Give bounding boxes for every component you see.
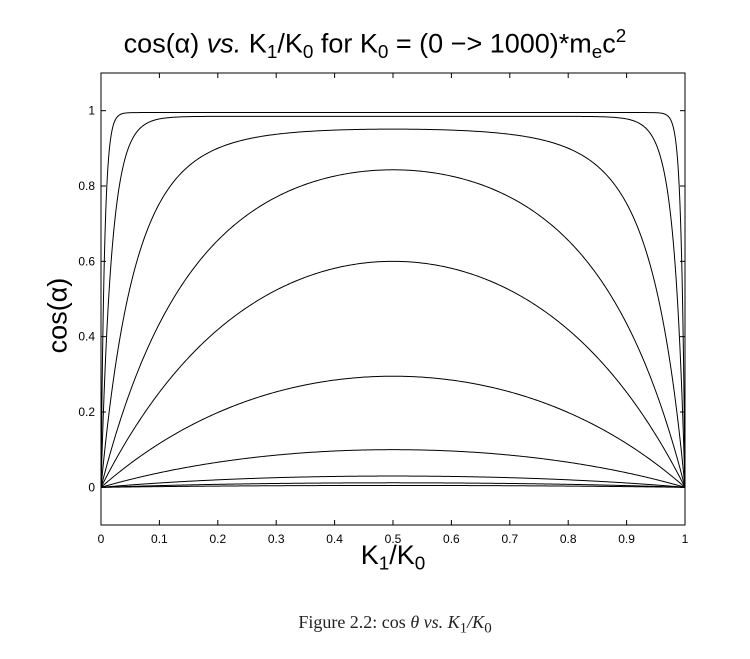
curve-line	[100, 375, 686, 488]
title-sub-2: 0	[302, 42, 314, 64]
title-part-5: = (0 −> 1000)*m	[388, 28, 592, 59]
curve-line	[100, 169, 686, 488]
x-tick-label: 0.8	[560, 532, 577, 546]
x-label-sub-1: 1	[378, 553, 390, 575]
curve-line	[101, 484, 685, 488]
tick-labels: 0 0.1 0.2 0.3 0.4 0.5 0.6 0.7 0.8 0.9 1 0 0.2 0.4 0.6 0…	[78, 104, 688, 546]
x-tick-label: 0.6	[443, 532, 460, 546]
caption-sub-1: 1	[459, 620, 468, 637]
title-part-6: c	[602, 28, 616, 59]
x-label-sub-2: 0	[414, 553, 426, 575]
title-part-3: /K	[277, 28, 303, 59]
y-tick-label: 0.2	[78, 405, 95, 419]
x-tick-label: 0.1	[151, 532, 168, 546]
y-tick-label: 0	[88, 480, 95, 494]
title-sub-4: e	[591, 42, 603, 64]
x-tick-label: 0.3	[268, 532, 285, 546]
title-vs: vs.	[206, 28, 242, 59]
caption-k: K	[443, 612, 460, 632]
x-tick-label: 1	[682, 532, 689, 546]
caption-mid: /K	[467, 612, 485, 632]
caption-theta: θ	[405, 612, 424, 632]
curve-line	[100, 112, 686, 488]
title-sub-3: 0	[377, 42, 389, 64]
chart-title: cos(α) vs. K1/K0 for K0 = (0 −> 1000)*me…	[0, 26, 750, 64]
y-tick-label: 0.4	[78, 330, 95, 344]
x-tick-label: 0.2	[209, 532, 226, 546]
caption-sub-2: 0	[484, 620, 492, 637]
x-tick-label: 0.7	[501, 532, 518, 546]
y-tick-label: 0.8	[78, 179, 95, 193]
x-axis-label: K1/K0	[293, 540, 493, 576]
curve-line	[100, 128, 686, 488]
curve-line	[100, 449, 686, 488]
curve-line	[100, 475, 686, 488]
x-label-mid: /K	[389, 540, 415, 570]
title-sup-1: 2	[615, 26, 627, 47]
y-tick-label: 0.6	[78, 254, 95, 268]
curve-line	[100, 115, 686, 488]
x-tick-label: 0.5	[385, 532, 402, 546]
title-part-2: K	[241, 28, 267, 59]
curve-line	[100, 260, 686, 488]
x-tick-label: 0.4	[326, 532, 343, 546]
curve-line	[101, 482, 685, 488]
axes-frame	[100, 72, 686, 526]
curve-group	[100, 112, 686, 488]
title-part-1: cos(α)	[123, 28, 207, 59]
caption-prefix: Figure 2.2: cos	[298, 612, 406, 632]
x-label-k: K	[360, 540, 379, 570]
figure-caption: Figure 2.2: cos θ vs. K1/K0	[0, 612, 750, 638]
axis-ticks	[100, 73, 686, 525]
x-tick-label: 0.9	[618, 532, 635, 546]
caption-vs: vs.	[423, 612, 444, 632]
title-part-4: for K	[313, 28, 378, 59]
title-sub-1: 1	[266, 42, 278, 64]
y-tick-label: 1	[88, 104, 95, 118]
y-axis-label: cos(α)	[42, 277, 73, 354]
x-tick-label: 0	[98, 532, 105, 546]
